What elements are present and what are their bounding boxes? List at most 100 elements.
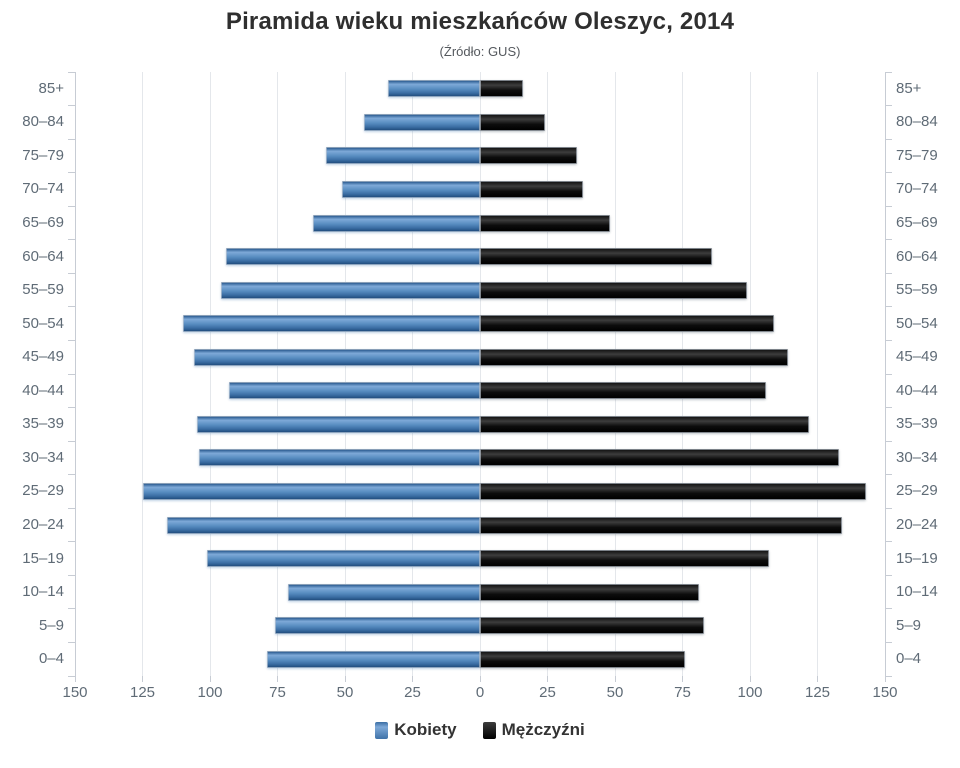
- category-label-left: 45–49: [22, 348, 64, 366]
- left-axis-tick: [68, 272, 75, 274]
- bar-female-15–19[interactable]: [207, 550, 480, 568]
- bar-male-80–84[interactable]: [480, 113, 545, 131]
- bar-female-55–59[interactable]: [220, 281, 480, 299]
- bar-female-75–79[interactable]: [326, 147, 480, 165]
- x-gridline: [817, 72, 818, 676]
- chart-title: Piramida wieku mieszkańców Oleszyc, 2014: [225, 8, 735, 35]
- x-axis-label: 150: [872, 684, 898, 701]
- bar-male-5–9[interactable]: [480, 617, 705, 635]
- bar-male-30–34[interactable]: [480, 449, 840, 467]
- legend-item-kobiety[interactable]: Kobiety: [375, 720, 457, 740]
- bar-male-70–74[interactable]: [480, 180, 583, 198]
- x-gridline: [479, 72, 481, 676]
- right-axis-tick: [885, 138, 892, 140]
- right-axis-tick: [885, 239, 892, 241]
- category-label-left: 60–64: [22, 247, 64, 265]
- bar-male-0–4[interactable]: [480, 650, 686, 668]
- bar-female-45–49[interactable]: [193, 348, 480, 366]
- left-axis-tick: [68, 407, 75, 409]
- right-axis-tick: [885, 339, 892, 341]
- right-axis-tick: [885, 507, 892, 509]
- chart-subtitle: (Źródło: GUS): [439, 44, 521, 59]
- x-axis-tick: [209, 676, 211, 682]
- x-axis-label: 50: [336, 684, 354, 701]
- bar-female-25–29[interactable]: [142, 482, 480, 500]
- legend: Kobiety Mężczyźni: [0, 720, 960, 740]
- x-gridline: [142, 72, 143, 676]
- x-axis-tick: [884, 676, 886, 682]
- y-axis-line: [74, 72, 76, 682]
- x-gridline: [412, 72, 413, 676]
- x-axis-tick: [749, 676, 751, 682]
- left-axis-tick: [68, 339, 75, 341]
- bar-male-75–79[interactable]: [480, 147, 578, 165]
- x-gridline: [682, 72, 683, 676]
- category-label-right: 40–44: [896, 381, 938, 399]
- bar-female-65–69[interactable]: [312, 214, 480, 232]
- left-axis-tick: [68, 641, 75, 643]
- x-axis-label: 125: [129, 684, 156, 701]
- right-axis-tick: [885, 440, 892, 442]
- left-axis-tick: [68, 507, 75, 509]
- bar-female-70–74[interactable]: [342, 180, 480, 198]
- left-axis-tick: [68, 205, 75, 207]
- bar-male-40–44[interactable]: [480, 382, 767, 400]
- x-axis-tick: [412, 676, 413, 682]
- category-label-left: 40–44: [22, 381, 64, 399]
- bar-female-10–14[interactable]: [288, 583, 480, 601]
- bar-male-15–19[interactable]: [480, 550, 769, 568]
- bar-female-0–4[interactable]: [266, 650, 480, 668]
- x-axis-label: 50: [606, 684, 624, 701]
- bar-female-35–39[interactable]: [196, 415, 480, 433]
- category-label-right: 5–9: [896, 616, 922, 634]
- x-axis-tick: [614, 676, 616, 682]
- bar-female-20–24[interactable]: [166, 516, 480, 534]
- bar-male-45–49[interactable]: [480, 348, 788, 366]
- category-label-right: 55–59: [896, 281, 938, 299]
- category-label-left: 0–4: [38, 650, 64, 668]
- left-axis-tick: [68, 675, 75, 677]
- category-label-right: 35–39: [896, 415, 938, 433]
- right-axis-tick: [885, 172, 892, 174]
- legend-item-mezczyzni[interactable]: Mężczyźni: [482, 720, 585, 740]
- bar-female-85+[interactable]: [388, 80, 480, 98]
- bar-female-40–44[interactable]: [228, 382, 480, 400]
- x-axis-tick: [817, 676, 818, 682]
- bar-male-10–14[interactable]: [480, 583, 699, 601]
- x-axis-tick: [142, 676, 143, 682]
- bar-female-60–64[interactable]: [226, 248, 480, 266]
- category-label-right: 65–69: [896, 214, 938, 231]
- x-gridline: [344, 72, 346, 676]
- x-axis-label: 150: [62, 684, 88, 701]
- x-axis-tick: [479, 676, 481, 682]
- x-axis-tick: [547, 676, 548, 682]
- right-axis-tick: [885, 541, 892, 543]
- category-label-left: 20–24: [22, 516, 64, 533]
- category-label-left: 15–19: [22, 549, 64, 567]
- bar-male-85+[interactable]: [480, 80, 524, 98]
- legend-swatch-male-icon: [482, 721, 496, 739]
- left-axis-tick: [68, 574, 75, 576]
- bar-female-50–54[interactable]: [183, 315, 480, 333]
- x-axis-label: 100: [197, 684, 223, 701]
- category-label-left: 55–59: [22, 281, 64, 299]
- bar-male-20–24[interactable]: [480, 516, 842, 534]
- x-gridline: [209, 72, 211, 676]
- bar-male-35–39[interactable]: [480, 415, 810, 433]
- category-label-left: 35–39: [22, 415, 64, 433]
- bar-female-5–9[interactable]: [274, 617, 480, 635]
- category-label-left: 10–14: [22, 583, 64, 601]
- bar-male-65–69[interactable]: [480, 214, 610, 232]
- category-label-right: 0–4: [896, 650, 922, 668]
- bar-male-50–54[interactable]: [480, 315, 775, 333]
- left-axis-tick: [68, 172, 75, 174]
- bar-female-80–84[interactable]: [363, 113, 480, 131]
- bar-male-60–64[interactable]: [480, 248, 713, 266]
- left-axis-tick: [68, 541, 75, 543]
- bar-female-30–34[interactable]: [199, 449, 480, 467]
- bar-male-25–29[interactable]: [480, 482, 867, 500]
- bar-male-55–59[interactable]: [480, 281, 748, 299]
- x-axis-tick: [277, 676, 278, 682]
- right-axis-tick: [885, 407, 892, 409]
